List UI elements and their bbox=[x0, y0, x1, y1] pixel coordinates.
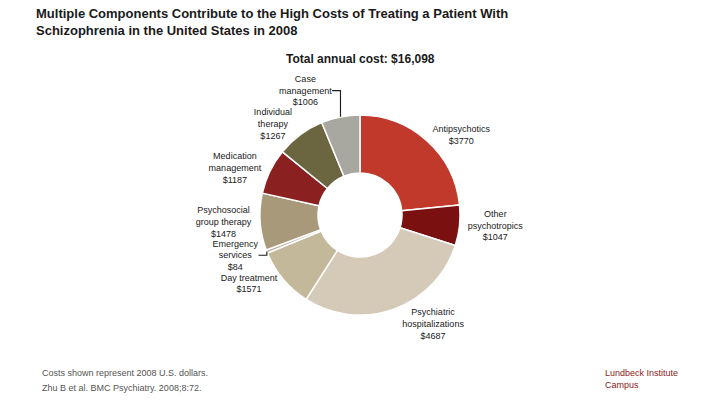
svg-text:Casemanagement$1006: Casemanagement$1006 bbox=[279, 74, 332, 107]
svg-text:Psychiatrichospitalizations$46: Psychiatrichospitalizations$4687 bbox=[402, 307, 464, 340]
svg-text:Total annual cost: $16,098: Total annual cost: $16,098 bbox=[286, 52, 435, 66]
svg-text:Lundbeck InstituteCampus: Lundbeck InstituteCampus bbox=[605, 368, 678, 390]
svg-text:Emergencyservices$84: Emergencyservices$84 bbox=[212, 239, 258, 272]
svg-text:Zhu B et al. BMC Psychiatry. 2: Zhu B et al. BMC Psychiatry. 2008;8:72. bbox=[42, 383, 201, 393]
svg-text:Day treatment$1571: Day treatment$1571 bbox=[221, 273, 278, 295]
svg-text:Otherpsychotropics$1047: Otherpsychotropics$1047 bbox=[468, 209, 524, 242]
svg-text:Individualtherapy$1267: Individualtherapy$1267 bbox=[254, 107, 292, 140]
svg-text:Antipsychotics$3770: Antipsychotics$3770 bbox=[433, 124, 491, 146]
svg-text:Psychosocialgroup therapy$1478: Psychosocialgroup therapy$1478 bbox=[196, 205, 252, 238]
svg-text:Medicationmanagement$1187: Medicationmanagement$1187 bbox=[209, 151, 262, 184]
svg-text:Multiple Components Contribute: Multiple Components Contribute to the Hi… bbox=[36, 6, 508, 38]
svg-text:Costs shown represent 2008 U.S: Costs shown represent 2008 U.S. dollars. bbox=[42, 368, 208, 378]
